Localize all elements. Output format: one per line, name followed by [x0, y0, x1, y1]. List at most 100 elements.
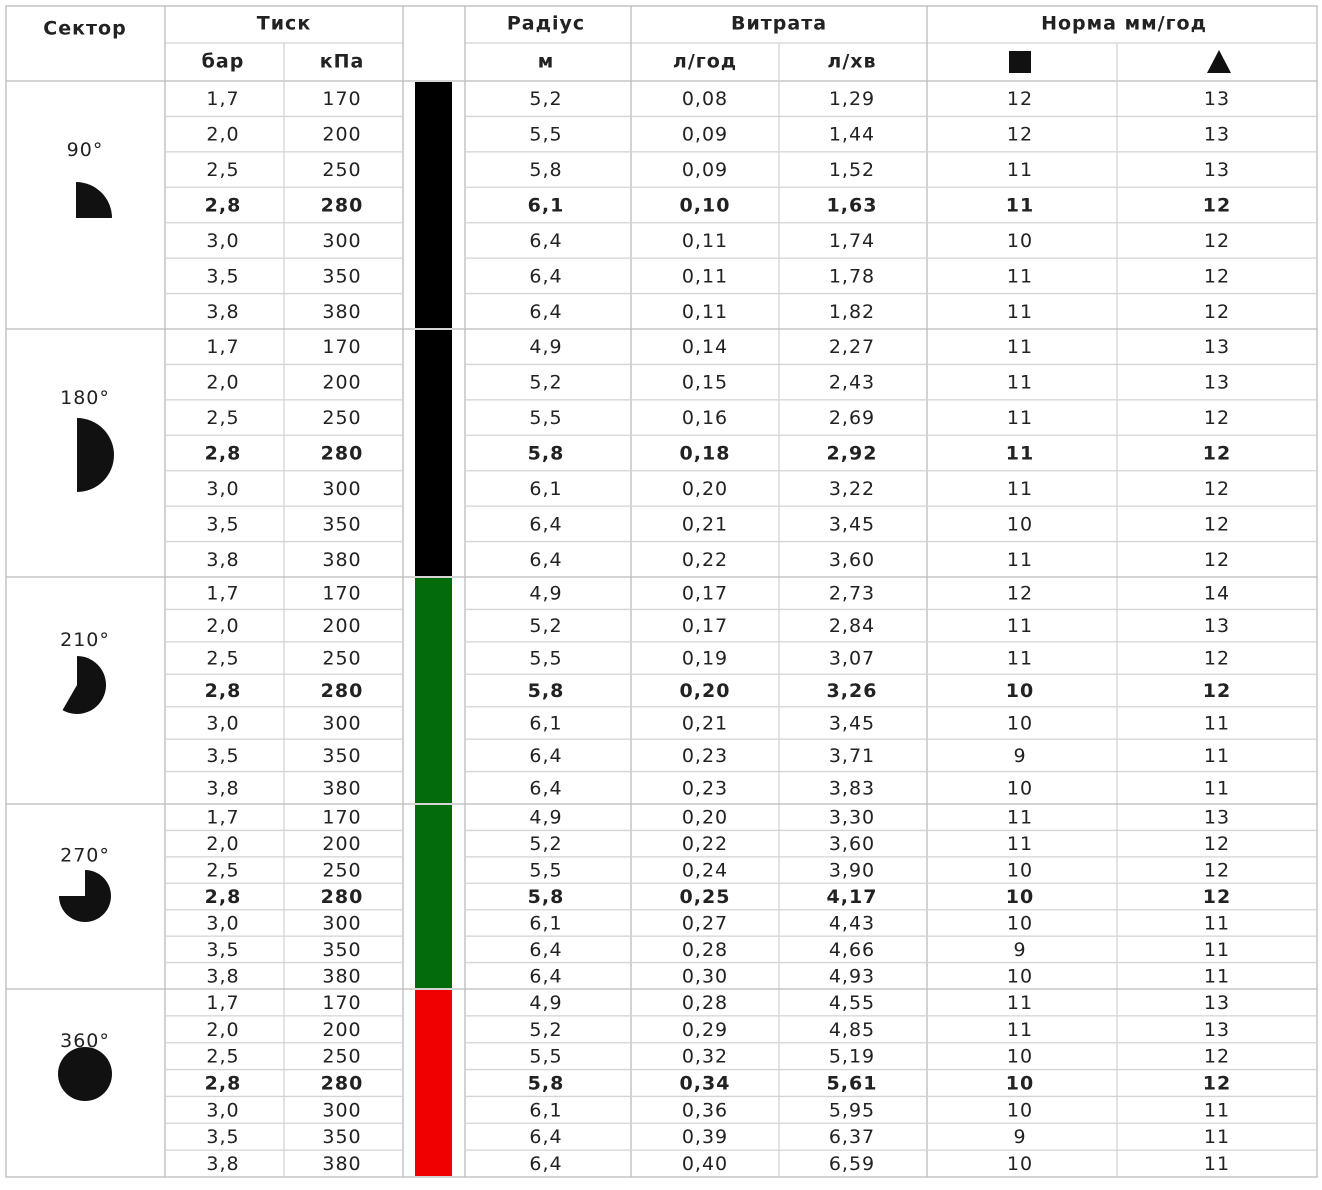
cell: 380 [322, 549, 361, 571]
cell: 0,27 [682, 912, 728, 934]
cell: 0,09 [682, 159, 728, 181]
cell: 5,2 [529, 88, 562, 110]
cell: 5,8 [528, 886, 565, 908]
cell: 6,1 [529, 712, 562, 734]
cell: 10 [1007, 513, 1033, 535]
cell: 12 [1204, 230, 1230, 252]
cell: 3,8 [206, 301, 239, 323]
cell: 6,4 [529, 301, 562, 323]
cell: 5,8 [529, 159, 562, 181]
color-bar [415, 330, 452, 576]
cell: 5,8 [528, 443, 565, 465]
cell: 280 [321, 680, 364, 702]
cell: 9 [1013, 745, 1026, 767]
cell: 0,40 [682, 1153, 728, 1175]
cell: 2,0 [206, 124, 239, 146]
cell: 12 [1204, 860, 1230, 882]
cell: 11 [1204, 1126, 1230, 1148]
cell: 5,5 [529, 648, 562, 670]
cell: 200 [322, 1019, 361, 1041]
cell: 2,0 [206, 372, 239, 394]
cell: 0,39 [682, 1126, 728, 1148]
color-bar [415, 990, 452, 1176]
cell: 12 [1204, 1046, 1230, 1068]
cell: 6,1 [528, 195, 565, 217]
cell: 5,8 [528, 1073, 565, 1095]
cell: 4,93 [829, 965, 875, 987]
cell: 10 [1007, 1099, 1033, 1121]
cell: 6,4 [529, 965, 562, 987]
cell: 12 [1204, 301, 1230, 323]
cell: 11 [1007, 372, 1033, 394]
cell: 4,9 [529, 583, 562, 605]
cell: 4,55 [829, 992, 875, 1014]
cell: 11 [1204, 1153, 1230, 1175]
header-lpm: л/хв [827, 51, 876, 73]
cell: 14 [1204, 583, 1230, 605]
cell: 6,1 [529, 912, 562, 934]
cell: 10 [1007, 860, 1033, 882]
cell: 170 [322, 583, 361, 605]
cell: 6,4 [529, 777, 562, 799]
cell: 12 [1203, 886, 1231, 908]
cell: 10 [1007, 965, 1033, 987]
cell: 6,4 [529, 939, 562, 961]
cell: 12 [1204, 648, 1230, 670]
cell: 12 [1203, 443, 1231, 465]
cell: 12 [1204, 833, 1230, 855]
sector-icon [76, 182, 112, 218]
cell: 0,30 [682, 965, 728, 987]
cell: 0,14 [682, 336, 728, 358]
cell: 350 [322, 745, 361, 767]
cell: 13 [1204, 1019, 1230, 1041]
cell: 170 [322, 88, 361, 110]
cell: 2,43 [829, 372, 875, 394]
cell: 12 [1007, 88, 1033, 110]
cell: 3,0 [206, 1099, 239, 1121]
cell: 11 [1007, 992, 1033, 1014]
cell: 6,1 [529, 478, 562, 500]
cell: 3,5 [206, 939, 239, 961]
cell: 3,8 [206, 965, 239, 987]
sector-icons [58, 182, 114, 1101]
cell: 11 [1007, 159, 1033, 181]
cell: 5,5 [529, 860, 562, 882]
cell: 10 [1006, 1073, 1034, 1095]
cell: 10 [1006, 886, 1034, 908]
cell: 0,17 [682, 583, 728, 605]
cell: 2,84 [829, 615, 875, 637]
cell: 0,15 [682, 372, 728, 394]
table-border [5, 5, 1318, 1178]
cell: 3,5 [206, 265, 239, 287]
cell: 0,19 [682, 648, 728, 670]
cell: 0,21 [682, 513, 728, 535]
header-radius: Радіус [507, 13, 585, 35]
cell: 12 [1204, 407, 1230, 429]
cell: 12 [1203, 195, 1231, 217]
cell: 6,37 [829, 1126, 875, 1148]
cell: 250 [322, 648, 361, 670]
header-sector: Сектор [43, 18, 126, 40]
cell: 350 [322, 513, 361, 535]
cell: 11 [1006, 195, 1034, 217]
square-icon [1009, 51, 1031, 73]
cell: 13 [1204, 336, 1230, 358]
cell: 6,4 [529, 230, 562, 252]
cell: 2,8 [205, 1073, 242, 1095]
cell: 2,73 [829, 583, 875, 605]
cell: 3,8 [206, 777, 239, 799]
header-rate: Норма мм/год [1041, 13, 1207, 35]
header-lph: л/год [673, 51, 737, 73]
cell: 10 [1007, 912, 1033, 934]
cell: 3,83 [829, 777, 875, 799]
cell: 0,09 [682, 124, 728, 146]
cell: 3,07 [829, 648, 875, 670]
cell: 12 [1007, 583, 1033, 605]
cell: 2,0 [206, 833, 239, 855]
cell: 12 [1203, 1073, 1231, 1095]
cell: 12 [1007, 124, 1033, 146]
cell: 2,8 [205, 443, 242, 465]
cell: 1,7 [206, 807, 239, 829]
cell: 2,8 [205, 195, 242, 217]
cell: 280 [321, 1073, 364, 1095]
